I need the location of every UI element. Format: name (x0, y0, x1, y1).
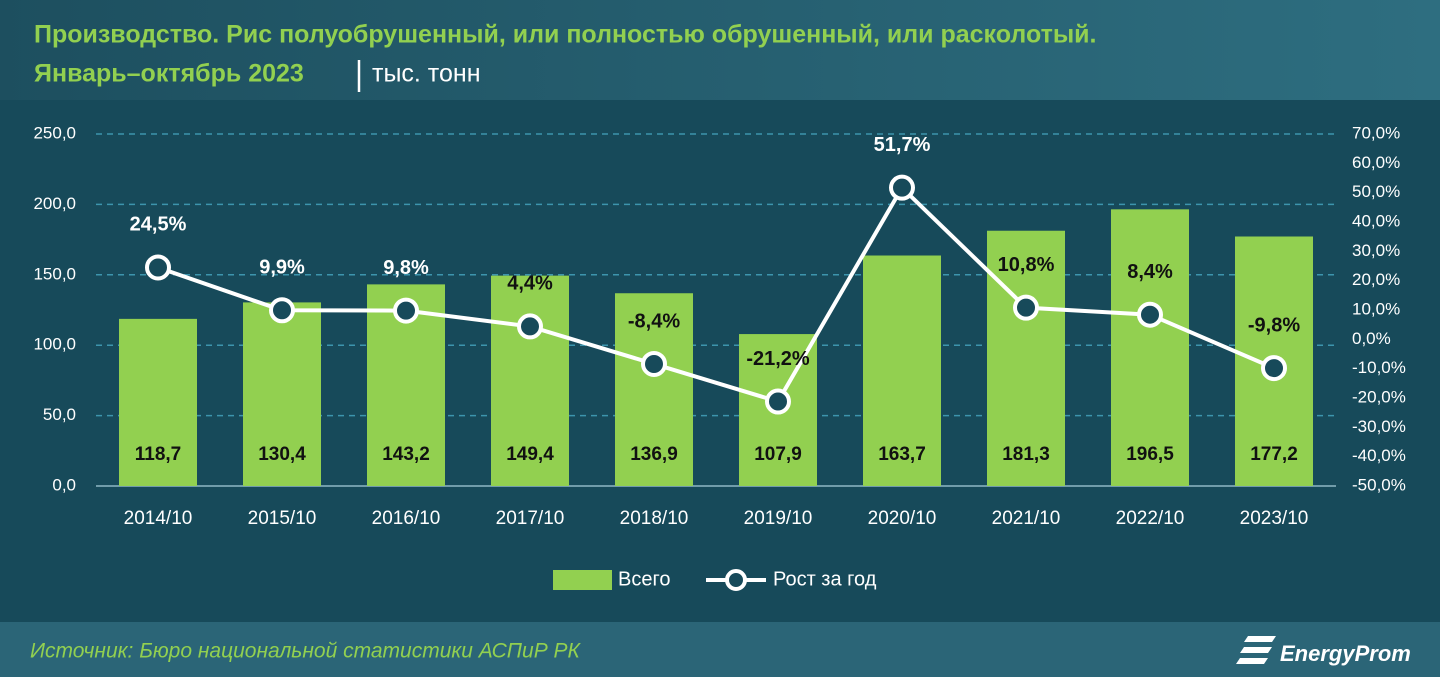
y-tick-label: 50,0 (43, 405, 76, 424)
growth-value-label: 9,8% (383, 257, 429, 279)
bar-value-label: 177,2 (1250, 444, 1298, 465)
bar (119, 318, 197, 486)
legend-label: Всего (618, 568, 670, 590)
y2-tick-label: 0,0% (1352, 329, 1391, 348)
growth-value-label: -9,8% (1248, 314, 1300, 336)
growth-value-label: 51,7% (874, 134, 931, 156)
growth-value-label: 8,4% (1127, 261, 1173, 283)
y2-tick-label: 10,0% (1352, 299, 1400, 318)
bar-value-label: 196,5 (1126, 444, 1174, 465)
growth-marker (1261, 355, 1287, 382)
chart-title: Производство. Рис полуобрушенный, или по… (34, 21, 1097, 49)
bar (863, 255, 941, 486)
growth-marker (145, 254, 171, 281)
x-tick-label: 2022/10 (1116, 508, 1185, 529)
bar-value-label: 143,2 (382, 444, 430, 465)
y-tick-label: 200,0 (33, 194, 76, 213)
y2-tick-label: -10,0% (1352, 358, 1406, 377)
bar (243, 302, 321, 486)
bar (1111, 209, 1189, 486)
growth-value-label: 10,8% (998, 254, 1055, 276)
x-tick-label: 2017/10 (496, 508, 565, 529)
bar-value-label: 163,7 (878, 444, 926, 465)
bar-value-label: 107,9 (754, 444, 802, 465)
growth-marker (393, 297, 419, 324)
footer (0, 622, 1440, 677)
growth-marker (1137, 301, 1163, 328)
x-tick-label: 2014/10 (124, 508, 193, 529)
growth-value-label: 4,4% (507, 273, 553, 295)
y-tick-label: 0,0 (52, 475, 76, 494)
x-tick-label: 2016/10 (372, 508, 441, 529)
legend-marker (725, 569, 747, 591)
growth-marker (1013, 294, 1039, 321)
bar (615, 293, 693, 486)
chart-subtitle: Январь–октябрь 2023 (34, 60, 304, 88)
y2-tick-label: 30,0% (1352, 241, 1400, 260)
y2-tick-label: -50,0% (1352, 475, 1406, 494)
x-tick-label: 2015/10 (248, 508, 317, 529)
growth-marker (889, 174, 915, 201)
growth-marker (641, 350, 667, 377)
x-tick-label: 2021/10 (992, 508, 1061, 529)
growth-value-label: 9,9% (259, 257, 305, 279)
bar-value-label: 181,3 (1002, 444, 1050, 465)
growth-value-label: -21,2% (746, 348, 810, 370)
bar-value-label: 149,4 (506, 444, 554, 465)
bar-value-label: 130,4 (258, 444, 306, 465)
y2-tick-label: 60,0% (1352, 153, 1400, 172)
bar-value-label: 118,7 (135, 444, 182, 465)
y2-tick-label: -30,0% (1352, 417, 1406, 436)
y-tick-label: 250,0 (33, 123, 76, 142)
y2-tick-label: 70,0% (1352, 123, 1400, 142)
logo-icon (1236, 636, 1276, 664)
growth-value-label: 24,5% (130, 214, 187, 236)
y2-tick-label: 50,0% (1352, 182, 1400, 201)
y2-tick-label: -40,0% (1352, 446, 1406, 465)
y2-tick-label: 20,0% (1352, 270, 1400, 289)
growth-line (157, 184, 1275, 404)
logo: EnergyProm (1280, 641, 1411, 666)
x-tick-label: 2019/10 (744, 508, 813, 529)
x-tick-label: 2018/10 (620, 508, 689, 529)
y-tick-label: 100,0 (33, 335, 76, 354)
legend-swatch (553, 570, 612, 590)
growth-marker (517, 313, 543, 340)
x-tick-label: 2020/10 (868, 508, 937, 529)
bar (491, 275, 569, 486)
y-tick-label: 150,0 (33, 264, 76, 283)
growth-value-label: -8,4% (628, 310, 680, 332)
bar (987, 230, 1065, 486)
growth-marker (765, 388, 791, 415)
header (0, 0, 1440, 100)
y2-tick-label: 40,0% (1352, 211, 1400, 230)
source: Источник: Бюро национальной статистики А… (30, 640, 582, 663)
bar-value-label: 136,9 (630, 444, 678, 465)
y2-tick-label: -20,0% (1352, 387, 1406, 406)
unit: тыс. тонн (372, 60, 481, 88)
legend-label: Рост за год (773, 568, 877, 590)
x-tick-label: 2023/10 (1240, 508, 1309, 529)
growth-marker (269, 297, 295, 324)
